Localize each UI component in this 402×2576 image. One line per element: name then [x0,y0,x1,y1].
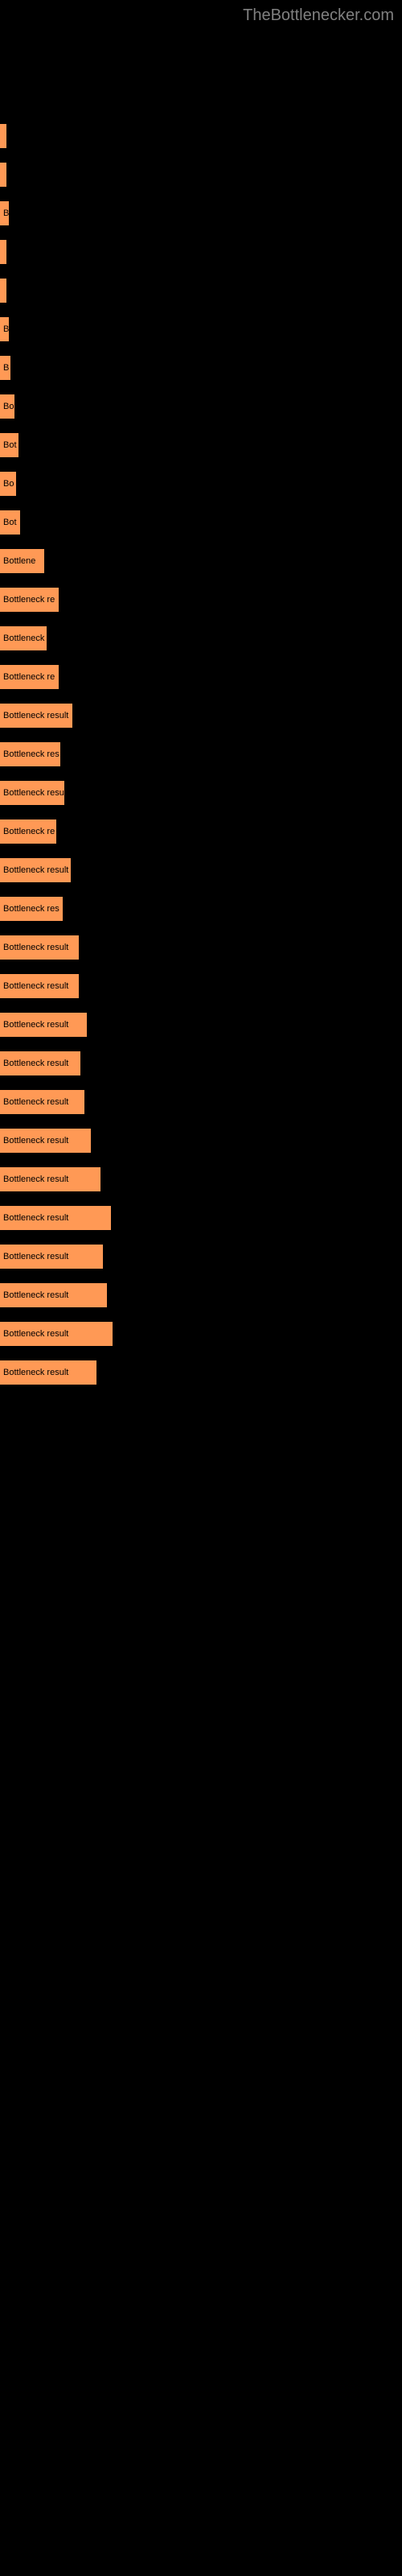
bar-row: Bottleneck result [0,1090,402,1114]
bar-text: Bottleneck result [3,1213,68,1223]
bar-row: Bottleneck result [0,1360,402,1385]
bar-row: Bottleneck result [0,935,402,960]
bar-text: Bottleneck result [3,1059,68,1068]
bar-text: Bottleneck result [3,1136,68,1146]
bar-row [0,240,402,264]
bar: Bottleneck [0,626,47,650]
bar: Bottleneck result [0,935,79,960]
bar-text: Bottleneck result [3,943,68,952]
bar-text: Bottleneck result [3,1020,68,1030]
bar: Bot [0,510,20,535]
bar [0,124,6,148]
bar-row [0,163,402,187]
bar-text: B [3,363,9,373]
bar [0,279,6,303]
bar-text: B [3,324,9,334]
bar-text: Bottleneck re [3,672,55,682]
bar-row [0,124,402,148]
bar [0,163,6,187]
bar-row: Bottleneck result [0,1206,402,1230]
bar-text: Bottleneck re [3,595,55,605]
bar-row: Bottleneck [0,626,402,650]
bar-text: Bo [3,479,14,489]
bar-row: Bottleneck result [0,1129,402,1153]
bar-row: Bottlene [0,549,402,573]
bar-row: Bot [0,433,402,457]
bar-row: Bottleneck result [0,974,402,998]
bar-row: Bottleneck resu [0,781,402,805]
bar: Bot [0,433,18,457]
bar: B [0,201,9,225]
bar-text: Bottleneck result [3,1174,68,1184]
bar-row: Bot [0,510,402,535]
bar-text: Bottleneck result [3,1252,68,1261]
bar-row: Bottleneck re [0,665,402,689]
bar: Bottleneck resu [0,781,64,805]
bar-row: Bottleneck re [0,819,402,844]
bar: Bottleneck result [0,1206,111,1230]
bar-text: Bottleneck res [3,749,59,759]
bar-text: Bottleneck result [3,1290,68,1300]
bar: Bottleneck result [0,1322,113,1346]
bar-row: Bottleneck res [0,897,402,921]
bar-text: Bottleneck result [3,865,68,875]
bar-row: Bo [0,472,402,496]
bar: Bottleneck result [0,1129,91,1153]
bar-row: Bottleneck res [0,742,402,766]
bar-text: Bottleneck result [3,981,68,991]
bar: Bottleneck result [0,858,71,882]
bar: Bo [0,394,14,419]
bar-text: Bottleneck re [3,827,55,836]
bar-row: Bo [0,394,402,419]
bar-text: Bot [3,440,17,450]
bar: Bottleneck res [0,897,63,921]
bar-text: B [3,208,9,218]
bar-row: Bottleneck result [0,858,402,882]
bar-text: Bottleneck [3,634,44,643]
bar: Bo [0,472,16,496]
bar: Bottleneck re [0,588,59,612]
chart-container: B B B Bo Bot Bo Bot Bottlene Bottleneck re Bottle… [0,124,402,1423]
bar-row: B [0,356,402,380]
bar: Bottleneck result [0,1051,80,1075]
bar-text: Bottlene [3,556,35,566]
bar: B [0,356,10,380]
bar: Bottleneck result [0,1090,84,1114]
bar-text: Bottleneck result [3,1329,68,1339]
bar: Bottleneck re [0,819,56,844]
bar-row: Bottleneck result [0,1167,402,1191]
bar: Bottleneck result [0,974,79,998]
bar-text: Bo [3,402,14,411]
bar-row [0,279,402,303]
bar-text: Bottleneck resu [3,788,64,798]
bar: Bottleneck result [0,1360,96,1385]
bar: Bottleneck re [0,665,59,689]
bar [0,240,6,264]
watermark: TheBottlenecker.com [243,6,394,25]
bar-row: Bottleneck re [0,588,402,612]
bar: Bottlene [0,549,44,573]
bar-row: B [0,317,402,341]
bar: Bottleneck result [0,1167,100,1191]
bar: Bottleneck res [0,742,60,766]
bar-row: Bottleneck result [0,1051,402,1075]
bar: Bottleneck result [0,1013,87,1037]
bar-row: Bottleneck result [0,1322,402,1346]
bar-row: B [0,201,402,225]
bar-text: Bottleneck res [3,904,59,914]
bar-text: Bot [3,518,17,527]
bar-text: Bottleneck result [3,711,68,720]
bar-row: Bottleneck result [0,704,402,728]
bar-text: Bottleneck result [3,1368,68,1377]
bar-row: Bottleneck result [0,1245,402,1269]
bar: Bottleneck result [0,1245,103,1269]
bar: B [0,317,9,341]
bar-row: Bottleneck result [0,1283,402,1307]
bar: Bottleneck result [0,1283,107,1307]
bar-row: Bottleneck result [0,1013,402,1037]
bar: Bottleneck result [0,704,72,728]
bar-text: Bottleneck result [3,1097,68,1107]
